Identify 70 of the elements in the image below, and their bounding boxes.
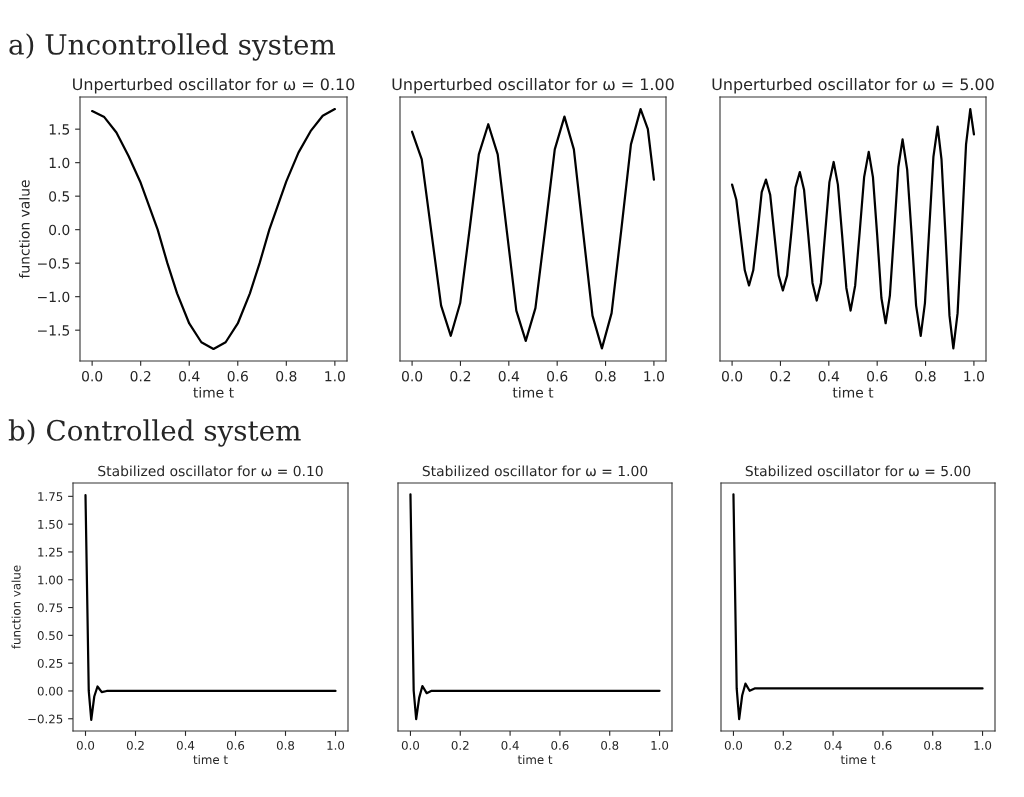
x-axis-title: time t <box>193 386 234 398</box>
x-tick-label: 0.6 <box>547 370 568 382</box>
line-series <box>91 107 336 351</box>
x-tick-label: 0.6 <box>551 740 569 750</box>
chart-title: Stabilized oscillator for ω = 0.10 <box>98 465 323 477</box>
y-tick-label: 0.5 <box>49 191 70 202</box>
x-tick-label: 0.4 <box>179 370 200 382</box>
x-tick-label: 1.0 <box>651 740 669 750</box>
x-tick-label: 0.2 <box>130 370 151 382</box>
y-tick-label: 1.5 <box>49 124 70 135</box>
x-tick-label: 1.0 <box>325 370 345 382</box>
x-tick-label: 0.4 <box>818 370 840 382</box>
x-tick-label: 0.6 <box>227 370 248 382</box>
x-tick-label: 0.4 <box>501 740 519 750</box>
x-tick-label: 0.8 <box>276 740 295 750</box>
chart-title: Stabilized oscillator for ω = 5.00 <box>745 465 971 477</box>
y-tick-label: 1.0 <box>49 157 70 169</box>
x-tick-label: 1.0 <box>974 740 992 750</box>
x-axis-title: time t <box>517 754 553 765</box>
x-tick-label: 1.0 <box>327 740 345 750</box>
line-series <box>84 494 337 721</box>
y-tick-label: −1.0 <box>38 291 70 303</box>
y-tick-label: −0.25 <box>28 714 63 724</box>
x-tick-label: 0.6 <box>226 740 245 750</box>
x-tick-label: 0.2 <box>451 740 469 750</box>
x-tick-label: 0.6 <box>867 370 888 382</box>
x-tick-label: 0.4 <box>176 740 195 750</box>
x-tick-label: 0.8 <box>924 740 942 750</box>
x-tick-label: 0.8 <box>276 370 297 382</box>
x-tick-label: 0.0 <box>721 370 743 382</box>
x-tick-label: 0.2 <box>774 740 792 750</box>
x-tick-label: 0.0 <box>401 740 420 750</box>
y-tick-label: 0.0 <box>49 224 70 236</box>
x-tick-label: 0.4 <box>498 370 520 382</box>
y-tick-label: 1.50 <box>38 519 63 529</box>
chart-title: Unperturbed oscillator for ω = 0.10 <box>73 77 355 94</box>
x-tick-label: 0.0 <box>82 370 103 382</box>
x-tick-label: 0.8 <box>915 370 936 382</box>
x-axis-title: time t <box>840 754 876 765</box>
x-tick-label: 0.2 <box>770 370 791 382</box>
text: a) Uncontrolled system <box>9 33 336 61</box>
y-tick-label: 1.75 <box>38 492 63 501</box>
x-tick-label: 0.2 <box>126 740 144 750</box>
y-tick-label: 0.50 <box>37 631 63 641</box>
y-tick-label: 0.75 <box>37 603 63 613</box>
text: b) Controlled system <box>8 419 301 447</box>
x-axis-title: time t <box>193 754 228 765</box>
y-tick-label: 0.25 <box>37 658 63 668</box>
x-tick-label: 0.8 <box>601 740 619 750</box>
y-tick-label: 1.25 <box>38 547 63 557</box>
chart-title: Stabilized oscillator for ω = 1.00 <box>422 465 648 477</box>
y-axis-title: function value <box>11 565 21 649</box>
x-tick-label: 0.0 <box>76 740 95 750</box>
y-tick-label: 1.00 <box>38 575 63 585</box>
x-tick-label: 0.0 <box>724 740 743 750</box>
x-tick-label: 0.4 <box>824 740 842 750</box>
x-axis-title: time t <box>512 386 554 398</box>
chart-title: Unperturbed oscillator for ω = 1.00 <box>392 77 674 94</box>
x-tick-label: 1.0 <box>644 370 665 382</box>
x-tick-label: 0.2 <box>450 370 471 382</box>
y-tick-label: −0.5 <box>38 258 70 269</box>
y-axis-title: function value <box>18 180 30 279</box>
y-tick-label: 0.00 <box>37 686 63 696</box>
x-tick-label: 0.0 <box>401 370 423 382</box>
x-tick-label: 1.0 <box>964 370 985 382</box>
y-tick-label: −1.5 <box>38 325 70 336</box>
x-tick-label: 0.6 <box>874 740 892 750</box>
x-axis-title: time t <box>832 386 874 398</box>
x-tick-label: 0.8 <box>595 370 616 382</box>
chart-title: Unperturbed oscillator for ω = 5.00 <box>712 77 994 94</box>
